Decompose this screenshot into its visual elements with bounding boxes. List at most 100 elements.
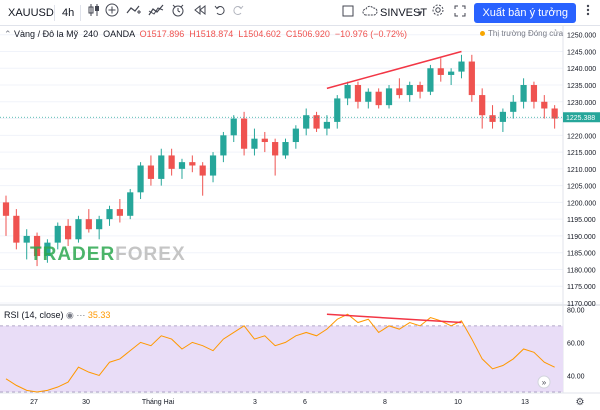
price-tick-label: 1200.000 (567, 200, 596, 207)
legend-low: L1504.602 (238, 29, 281, 39)
candle-body (272, 142, 279, 156)
chevron-down-icon[interactable]: ▾ (417, 8, 423, 18)
candles-chart-type-icon[interactable] (84, 0, 104, 26)
scroll-latest-button (537, 375, 551, 389)
collapse-legend-icon[interactable]: ⌃ (4, 29, 15, 39)
rsi-eye-icon[interactable]: ◉ ⋯ (66, 310, 88, 320)
candle-body (2, 202, 10, 216)
candle-body (54, 225, 61, 243)
candle-body (375, 91, 382, 106)
price-tick-label: 1240.000 (567, 66, 596, 73)
rsi-tick-label: 60.00 (567, 340, 585, 347)
candle-body (178, 162, 186, 169)
time-tick-label: Tháng Hai (142, 399, 175, 406)
time-tick-label: 27 (30, 399, 38, 406)
candle-body (406, 85, 413, 96)
toolbar-separator (54, 5, 55, 21)
plus-circle-icon[interactable] (102, 0, 122, 26)
rsi-band (0, 325, 563, 393)
candle-body (199, 165, 206, 176)
indicators-icon[interactable] (124, 0, 144, 26)
candle-body (116, 209, 123, 216)
candle-body (510, 101, 517, 112)
price-tick-label: 1220.000 (567, 133, 596, 140)
symbol-search-button[interactable]: XAUUSD (8, 7, 54, 19)
candle-body (240, 118, 248, 149)
price-trendline (326, 50, 462, 90)
time-axis[interactable]: 27 30 Tháng Hai 3 6 8 10 13 » ⚙ (30, 375, 585, 408)
price-chart[interactable]: 1170.000 1175.000 1180.000 1185.000 1190.000… (0, 26, 600, 410)
rsi-band-fill (0, 325, 563, 392)
layout-square-icon[interactable] (338, 0, 358, 26)
price-tick-label: 1245.000 (567, 49, 596, 56)
candle-body (520, 85, 527, 102)
rsi-line (5, 313, 555, 393)
candle-body (396, 88, 403, 96)
price-axis[interactable]: 1170.000 1175.000 1180.000 1185.000 1190.000… (0, 33, 600, 381)
publish-idea-button[interactable]: Xuất bản ý tưởng (474, 3, 576, 23)
undo-icon[interactable] (210, 0, 230, 26)
candle-body (468, 61, 475, 96)
candle-body (168, 155, 175, 169)
time-tick-label: 30 (82, 399, 90, 406)
candle-body (541, 101, 548, 109)
candle-body (147, 165, 155, 179)
price-tick-label: 1185.000 (567, 251, 596, 258)
candle-body (530, 85, 538, 102)
double-chevron-icon: » (542, 378, 547, 387)
vertical-dots-icon[interactable] (578, 0, 598, 26)
legend-source: OANDA (103, 29, 135, 39)
redo-icon[interactable] (228, 0, 248, 26)
market-status: Thị trường Đóng cửa (480, 29, 563, 38)
rsi-legend: RSI (14, close) ◉ ⋯ 35.33 (4, 310, 110, 321)
price-tick-label: 1205.000 (567, 184, 596, 191)
candle-body (209, 155, 217, 176)
interval-button[interactable]: 4h (62, 7, 75, 19)
rsi-tick-label: 80.00 (567, 307, 585, 314)
candle-body (365, 91, 372, 102)
gear-icon[interactable] (428, 0, 448, 26)
candle-body (499, 111, 506, 122)
legend-high: H1518.874 (189, 29, 234, 39)
legend-open: O1517.896 (139, 29, 185, 39)
candle-body (65, 225, 72, 240)
price-tick-label: 1250.000 (567, 33, 596, 40)
candle-body (96, 219, 103, 230)
candle-body (85, 219, 92, 230)
rsi-value: 35.33 (87, 310, 111, 320)
alert-clock-icon[interactable] (168, 0, 188, 26)
candle-body (230, 118, 237, 136)
candle-body (334, 98, 341, 122)
watermark-part2: FOREX (115, 244, 186, 265)
candle-body (323, 121, 331, 129)
candle-body (292, 128, 299, 143)
last-price-label: 1225.388 (566, 115, 595, 122)
rsi-trendline (326, 313, 462, 324)
candle-body (127, 192, 134, 216)
candle-body (23, 235, 30, 243)
rsi-line-group (5, 313, 555, 393)
compare-symbols-icon[interactable] (146, 0, 166, 26)
price-tick-label: 1215.000 (567, 150, 596, 157)
candle-body (489, 115, 496, 122)
time-tick-label: 13 (521, 399, 529, 406)
axis-settings-gear-icon: ⚙ (576, 397, 585, 408)
time-tick-label: 8 (383, 399, 387, 406)
price-tick-label: 1190.000 (567, 234, 596, 241)
legend-title: Vàng / Đô la Mỹ (14, 29, 79, 39)
chart-grid (0, 26, 600, 394)
price-tick-label: 1195.000 (567, 217, 596, 224)
price-tick-label: 1210.000 (567, 167, 596, 174)
candle-body (551, 108, 558, 119)
candle-body (303, 115, 310, 129)
replay-icon[interactable] (190, 0, 210, 26)
symbol-legend: ⌃ Vàng / Đô la Mỹ 240 OANDA O1517.896 H1… (4, 29, 407, 40)
candle-body (479, 95, 486, 116)
time-tick-label: 6 (303, 399, 307, 406)
cloud-icon (360, 0, 380, 26)
legend-change: −10.976 (−0.72%) (334, 29, 407, 39)
fullscreen-icon[interactable] (450, 0, 470, 26)
broker-layout-name[interactable]: SINVEST (380, 7, 428, 19)
price-tick-label: 1230.000 (567, 100, 596, 107)
candle-body (189, 162, 196, 166)
